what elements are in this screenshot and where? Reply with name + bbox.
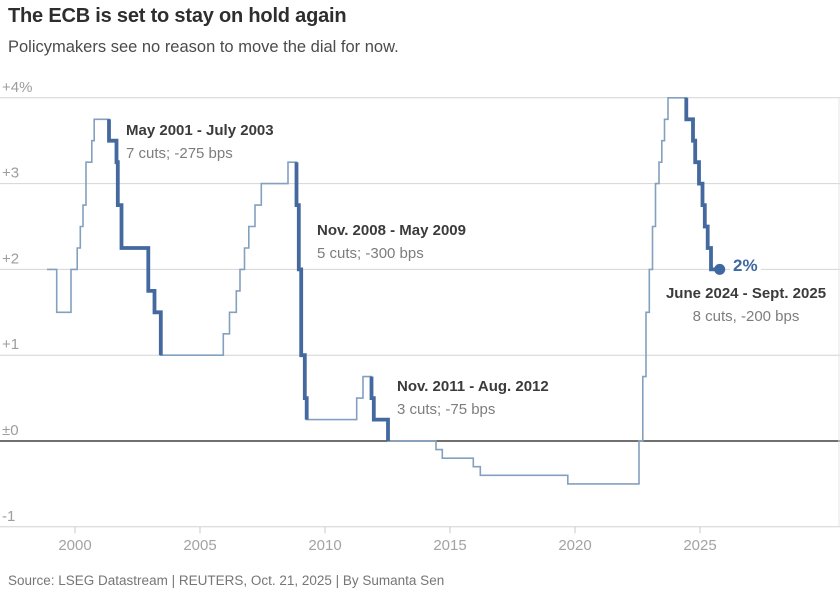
annotation-period: Nov. 2008 - May 2009 xyxy=(317,222,466,239)
annotation-detail: 8 cuts, -200 bps xyxy=(692,308,800,325)
annotation-period: June 2024 - Sept. 2025 xyxy=(665,285,827,302)
x-axis-tick-label: 2015 xyxy=(433,537,466,554)
x-axis-tick-label: 2020 xyxy=(558,537,591,554)
x-axis-tick-label: 2025 xyxy=(683,537,716,554)
annotation-detail: 3 cuts; -75 bps xyxy=(397,401,496,418)
easing-cycle-segment xyxy=(684,97,720,272)
y-axis-tick-label: +4% xyxy=(2,79,32,96)
annotation-detail: 5 cuts; -300 bps xyxy=(317,245,424,262)
annotation-2011-2012: Nov. 2011 - Aug. 2012 3 cuts; -75 bps xyxy=(397,376,549,420)
easing-cycle-segment xyxy=(369,376,390,441)
current-rate-dot xyxy=(714,263,726,275)
source-attribution: Source: LSEG Datastream | REUTERS, Oct. … xyxy=(8,573,445,588)
page-title: The ECB is set to stay on hold again xyxy=(8,5,347,27)
y-axis-tick-label: ±0 xyxy=(2,422,19,439)
annotation-2024-2025: June 2024 - Sept. 2025 8 cuts, -200 bps xyxy=(652,283,840,327)
annotation-2008-2009: Nov. 2008 - May 2009 5 cuts; -300 bps xyxy=(317,220,466,264)
annotation-period: May 2001 - July 2003 xyxy=(126,122,274,139)
easing-cycle-segment xyxy=(107,119,163,356)
y-axis-tick-label: +2 xyxy=(2,250,19,267)
y-axis-tick-label: -1 xyxy=(2,508,15,525)
annotation-detail: 7 cuts; -275 bps xyxy=(126,145,233,162)
x-axis-tick-label: 2005 xyxy=(183,537,216,554)
easing-cycle-segment xyxy=(294,162,309,420)
page-subtitle: Policymakers see no reason to move the d… xyxy=(8,38,399,56)
y-axis-tick-label: +3 xyxy=(2,165,19,182)
x-axis-tick-label: 2000 xyxy=(58,537,91,554)
y-axis-tick-label: +1 xyxy=(2,336,19,353)
x-axis-tick-label: 2010 xyxy=(308,537,341,554)
current-rate-label: 2% xyxy=(730,256,761,276)
annotation-period: Nov. 2011 - Aug. 2012 xyxy=(397,378,549,395)
annotation-2001-2003: May 2001 - July 2003 7 cuts; -275 bps xyxy=(126,120,274,164)
